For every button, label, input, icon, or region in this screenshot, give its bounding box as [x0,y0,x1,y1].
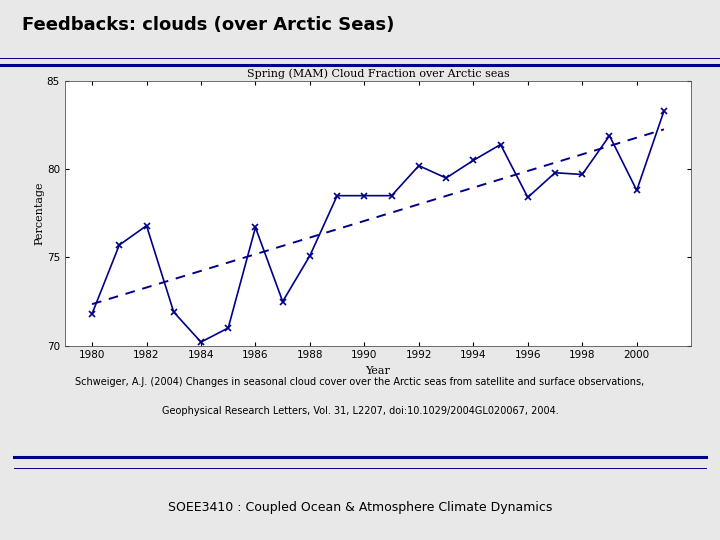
Text: Schweiger, A.J. (2004) Changes in seasonal cloud cover over the Arctic seas from: Schweiger, A.J. (2004) Changes in season… [76,377,644,387]
Text: SOEE3410 : Coupled Ocean & Atmosphere Climate Dynamics: SOEE3410 : Coupled Ocean & Atmosphere Cl… [168,501,552,515]
X-axis label: Year: Year [366,366,390,376]
Text: Geophysical Research Letters, Vol. 31, L2207, doi:10.1029/2004GL020067, 2004.: Geophysical Research Letters, Vol. 31, L… [161,406,559,416]
Title: Spring (MAM) Cloud Fraction over Arctic seas: Spring (MAM) Cloud Fraction over Arctic … [247,68,509,79]
Text: Feedbacks: clouds (over Arctic Seas): Feedbacks: clouds (over Arctic Seas) [22,16,394,33]
Y-axis label: Percentage: Percentage [34,181,44,245]
